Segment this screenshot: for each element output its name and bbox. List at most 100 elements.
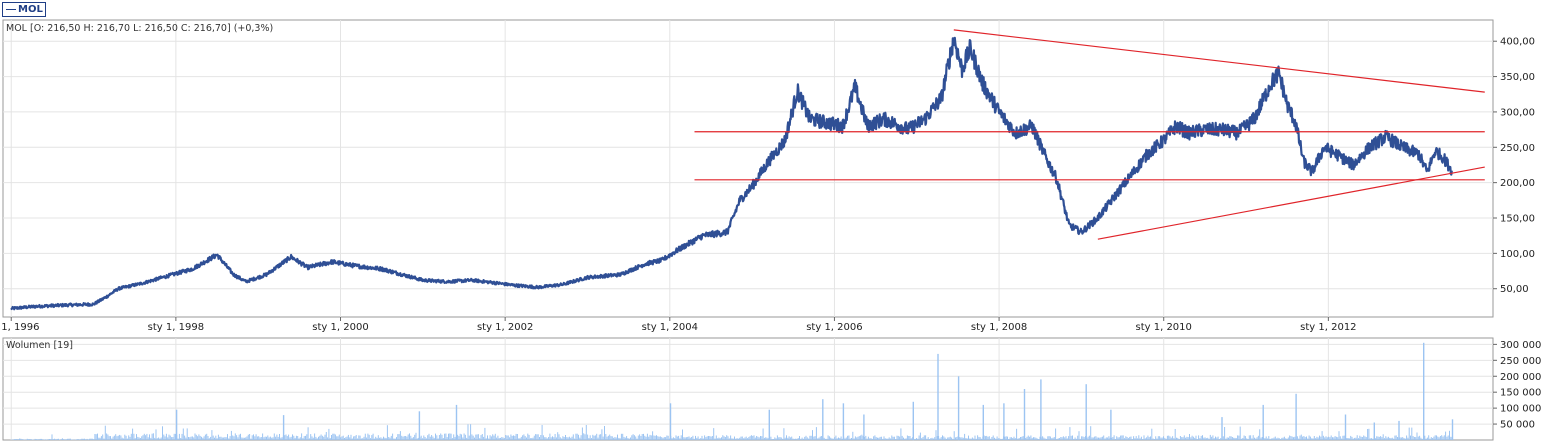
volume-bar	[762, 428, 764, 440]
volume-bar	[605, 434, 607, 440]
volume-bar	[124, 434, 126, 440]
volume-bar	[373, 438, 375, 440]
volume-bar	[1402, 437, 1404, 440]
volume-bar	[919, 432, 921, 440]
volume-bar	[17, 439, 19, 440]
volume-bar	[353, 436, 355, 440]
volume-bar	[338, 434, 340, 440]
volume-bar	[385, 438, 387, 440]
volume-bar	[627, 438, 629, 440]
volume-bar	[308, 438, 310, 440]
volume-bar	[100, 436, 102, 440]
volume-bar	[211, 430, 213, 440]
volume-bar	[952, 438, 954, 440]
volume-bar	[1046, 438, 1047, 440]
volume-bar	[971, 437, 973, 440]
volume-bar	[115, 434, 117, 440]
volume-bar	[1174, 429, 1176, 440]
volume-bar	[1096, 437, 1098, 440]
volume-bar	[1233, 437, 1235, 440]
volume-bar	[598, 434, 600, 440]
volume-bar	[250, 438, 252, 440]
symbol-tab[interactable]: MOL	[2, 2, 46, 17]
volume-bar	[871, 438, 873, 440]
volume-bar	[336, 436, 338, 440]
volume-bar	[639, 434, 641, 440]
volume-bar	[139, 438, 141, 440]
volume-bar	[423, 435, 425, 440]
volume-bar	[177, 438, 179, 440]
volume-bar	[169, 435, 171, 440]
volume-spike	[768, 409, 770, 440]
volume-bar	[1316, 436, 1318, 440]
volume-bar	[1342, 435, 1344, 440]
price-y-tick-label: 400,00	[1500, 37, 1535, 48]
volume-bar	[492, 434, 494, 440]
volume-bar	[797, 438, 799, 440]
volume-bar	[126, 438, 128, 440]
volume-bar	[487, 435, 488, 440]
volume-bar	[570, 437, 572, 440]
volume-bar	[1073, 438, 1075, 440]
volume-bar	[1260, 437, 1262, 440]
volume-bar	[745, 436, 747, 440]
volume-bar	[302, 438, 304, 440]
volume-bar	[1087, 436, 1089, 440]
volume-bar	[1030, 435, 1032, 440]
volume-bar	[1155, 436, 1157, 440]
volume-bar	[802, 438, 804, 440]
volume-bar	[619, 438, 621, 440]
volume-bar	[722, 435, 724, 440]
volume-bar	[485, 438, 487, 440]
volume-bar	[15, 439, 17, 440]
volume-bar	[1203, 437, 1205, 440]
volume-bar	[364, 433, 366, 440]
volume-bar	[515, 433, 517, 440]
volume-bar	[424, 437, 426, 440]
volume-bar	[1173, 438, 1175, 440]
volume-bar	[1027, 435, 1029, 440]
volume-bar	[496, 437, 498, 440]
volume-bar	[848, 435, 850, 440]
volume-bar	[279, 434, 280, 440]
volume-bar	[979, 437, 981, 440]
volume-bar	[393, 438, 395, 440]
volume-bar	[229, 436, 231, 440]
volume-bar	[390, 435, 392, 440]
volume-bar	[48, 439, 50, 440]
volume-bar	[623, 436, 625, 440]
volume-bar	[1060, 437, 1062, 440]
volume-bar	[164, 436, 166, 440]
volume-bar	[182, 428, 184, 440]
volume-bar	[420, 435, 422, 440]
volume-bar	[1378, 436, 1380, 440]
volume-bar	[243, 437, 245, 440]
volume-bar	[371, 435, 373, 440]
volume-bars	[11, 342, 1454, 441]
volume-bar	[1092, 437, 1094, 440]
volume-bar	[593, 435, 595, 440]
volume-bar	[601, 429, 603, 440]
volume-bar	[1426, 437, 1428, 440]
volume-bar	[773, 439, 774, 440]
volume-bar	[761, 436, 763, 440]
volume-bar	[269, 436, 271, 440]
volume-bar	[436, 435, 438, 440]
volume-bar	[684, 437, 686, 440]
volume-bar	[1384, 438, 1385, 440]
volume-bar	[407, 434, 409, 440]
volume-bar	[241, 437, 243, 440]
volume-bar	[888, 437, 890, 440]
volume-bar	[1294, 436, 1296, 440]
volume-bar	[163, 434, 165, 440]
volume-bar	[576, 433, 578, 440]
volume-bar	[571, 436, 573, 440]
volume-bar	[630, 437, 631, 440]
volume-bar	[462, 437, 464, 440]
volume-bar	[466, 437, 468, 440]
volume-bar	[1094, 436, 1096, 440]
volume-bar	[472, 435, 474, 440]
volume-bar	[1268, 436, 1270, 440]
volume-bar	[275, 436, 277, 440]
price-y-tick-label: 200,00	[1500, 178, 1535, 189]
